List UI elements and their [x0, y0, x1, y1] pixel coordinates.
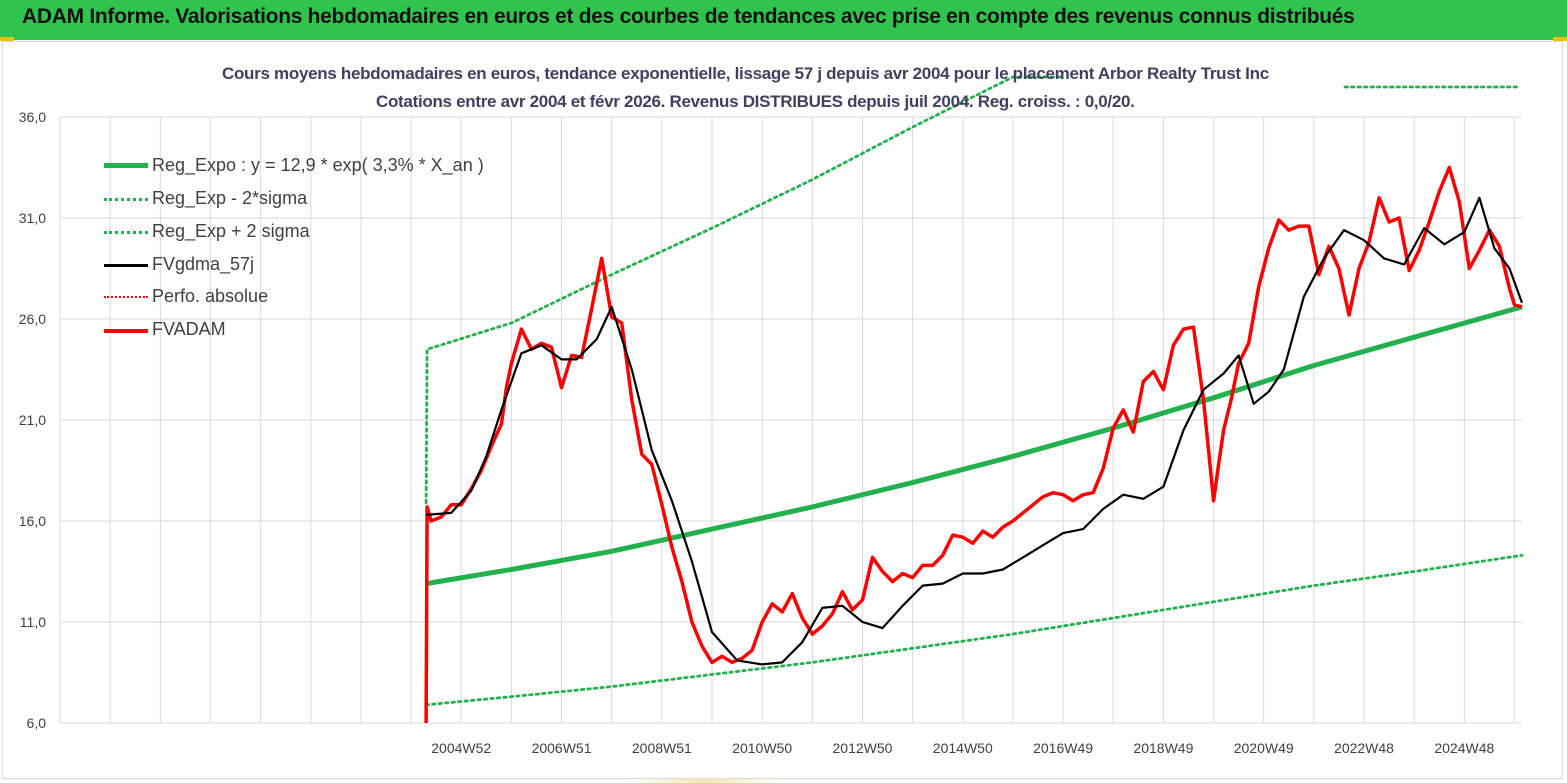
series-reg-expo [425, 304, 1523, 587]
legend-label-fvgdma: FVgdma_57j [152, 254, 255, 274]
legend-label-reg-expo: Reg_Expo : y = 12,9 * exp( 3,3% * X_an ) [152, 155, 484, 175]
header-banner: ADAM Informe. Valorisations hebdomadaire… [0, 0, 1567, 40]
x-tick-label: 2022W48 [1334, 740, 1394, 756]
x-tick-label: 2018W49 [1133, 740, 1193, 756]
chart-frame [2, 41, 1563, 779]
x-tick-label: 2012W50 [833, 740, 893, 756]
series-reg-exp-minus [424, 553, 1524, 707]
legend-swatch-reg-expo [104, 163, 148, 168]
y-tick-label: 11,0 [20, 614, 46, 630]
x-tick-label: 2020W49 [1234, 740, 1294, 756]
legend-label-reg-exp-minus: Reg_Exp - 2*sigma [152, 188, 308, 208]
x-tick-label: 2004W52 [431, 740, 491, 756]
y-tick-label: 6,0 [27, 715, 47, 731]
legend-swatch-perfo [104, 296, 148, 298]
legend-swatch-reg-exp-plus [104, 231, 148, 234]
legend-swatch-reg-exp-minus [104, 198, 148, 201]
x-tick-label: 2006W51 [532, 740, 592, 756]
legend-label-perfo: Perfo. absolue [152, 286, 269, 306]
chart-title-line2: Cotations entre avr 2004 et févr 2026. R… [376, 92, 1135, 111]
corner-marker-right [1553, 37, 1567, 41]
x-tick-label: 2024W48 [1434, 740, 1494, 756]
legend-label-reg-exp-plus: Reg_Exp + 2 sigma [152, 221, 310, 241]
x-tick-label: 2016W49 [1033, 740, 1093, 756]
banner-title: ADAM Informe. Valorisations hebdomadaire… [22, 5, 1355, 28]
legend-swatch-fvgdma [104, 264, 148, 267]
y-tick-label: 26,0 [19, 311, 46, 327]
x-tick-label: 2010W50 [732, 740, 792, 756]
y-tick-label: 31,0 [19, 210, 46, 226]
series-fvgdma [426, 196, 1524, 666]
y-tick-label: 21,0 [19, 412, 46, 428]
bottom-strip [0, 779, 1567, 783]
corner-marker-left [0, 37, 14, 41]
chart-title-line1: Cours moyens hebdomadaires en euros, ten… [222, 64, 1269, 83]
y-tick-label: 16,0 [19, 513, 46, 529]
y-tick-label: 36,0 [19, 109, 46, 125]
legend-label-fvadam: FVADAM [152, 319, 226, 339]
series-reg-exp-plus [424, 75, 1065, 505]
x-tick-label: 2008W51 [632, 740, 692, 756]
series-fvadam [424, 165, 1523, 724]
x-tick-label: 2014W50 [933, 740, 993, 756]
legend-swatch-fvadam [104, 329, 148, 333]
